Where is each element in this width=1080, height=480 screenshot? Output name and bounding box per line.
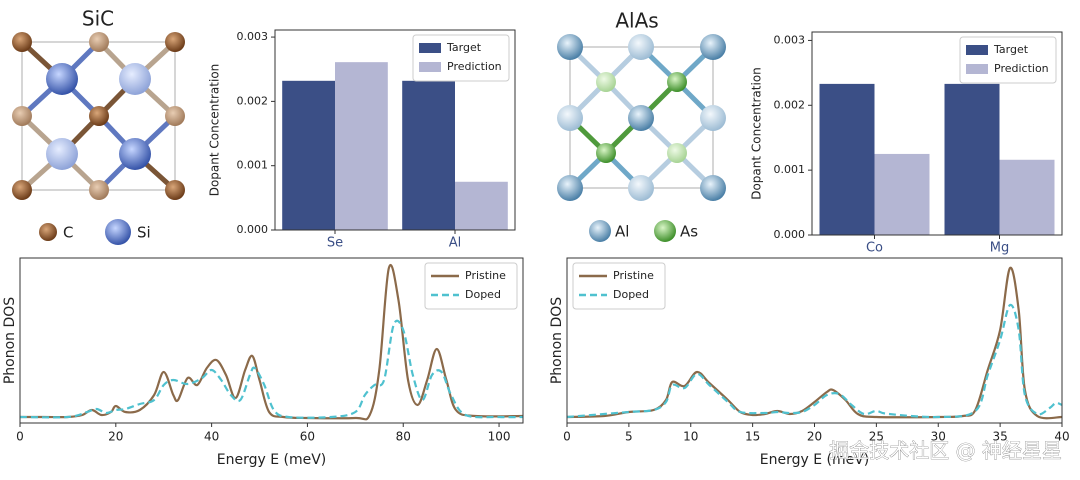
legend-label: Si <box>137 224 151 242</box>
bar <box>819 83 875 236</box>
x-tick-label: 100 <box>488 430 511 444</box>
x-tick-label: 80 <box>396 430 411 444</box>
x-tick-label: 20 <box>807 430 822 444</box>
dos-line <box>19 264 524 421</box>
x-tick-label: 40 <box>204 430 219 444</box>
legend-swatch <box>966 64 988 74</box>
structure-title: SiC <box>82 7 114 31</box>
legend-swatch <box>419 43 441 53</box>
y-tick-label: 0.001 <box>774 163 806 176</box>
bar <box>402 80 455 230</box>
legend-label: Target <box>446 41 482 54</box>
x-tick-label: 35 <box>992 430 1007 444</box>
x-tick-label: 15 <box>745 430 760 444</box>
legend-label: Pristine <box>613 269 654 282</box>
legend-label: As <box>680 223 698 241</box>
alas-structure <box>557 34 726 242</box>
y-tick-label: 0.001 <box>237 159 269 172</box>
legend-label: Prediction <box>447 60 502 73</box>
legend-box <box>424 262 518 310</box>
x-tick-label: 0 <box>563 430 571 444</box>
x-tick-label: 60 <box>300 430 315 444</box>
axes-frame <box>811 31 1063 236</box>
y-axis-label: Phonon DOS <box>549 297 565 384</box>
y-tick-label: 0.000 <box>774 228 806 241</box>
y-tick-label: 0.002 <box>774 98 806 111</box>
legend-label: Pristine <box>465 269 506 282</box>
legend-swatch <box>966 45 988 55</box>
x-tick-label: Se <box>327 236 343 251</box>
legend-label: Doped <box>465 288 501 301</box>
y-axis-label: Phonon DOS <box>2 297 18 384</box>
dos-line <box>566 266 1063 420</box>
legend-box <box>572 262 666 310</box>
structure-title: AlAs <box>615 9 658 33</box>
legend-label: Doped <box>613 288 649 301</box>
bar <box>335 62 388 230</box>
legend-swatch <box>419 62 441 72</box>
sic-structure <box>12 32 185 245</box>
x-tick-label: Mg <box>990 241 1009 256</box>
legend-label: Target <box>993 43 1029 56</box>
axes-frame <box>19 257 524 424</box>
x-tick-label: 30 <box>931 430 946 444</box>
y-axis-label: Dopant Concentration <box>208 64 222 197</box>
bar <box>944 83 1000 236</box>
legend-label: C <box>63 224 73 242</box>
bar <box>455 181 508 230</box>
x-tick-label: Al <box>449 236 462 251</box>
x-axis-label: Energy E (meV) <box>760 452 870 468</box>
x-tick-label: 5 <box>625 430 633 444</box>
x-tick-label: Co <box>866 241 883 256</box>
axes-frame <box>274 29 516 231</box>
bar <box>282 80 335 230</box>
x-tick-label: 40 <box>1054 430 1069 444</box>
axes-frame <box>566 257 1063 424</box>
y-tick-label: 0.000 <box>237 223 269 236</box>
watermark: 掘金技术社区 @ 神经星星 <box>829 439 1062 463</box>
dos-line <box>566 303 1063 419</box>
x-tick-label: 0 <box>16 430 24 444</box>
y-tick-label: 0.003 <box>237 30 269 43</box>
x-tick-label: 20 <box>108 430 123 444</box>
y-tick-label: 0.003 <box>774 33 806 46</box>
bar <box>874 153 930 235</box>
x-tick-label: 10 <box>683 430 698 444</box>
x-tick-label: 25 <box>869 430 884 444</box>
legend-label: Al <box>615 223 629 241</box>
legend-label: Prediction <box>994 62 1049 75</box>
x-axis-label: Energy E (meV) <box>217 452 327 468</box>
bar <box>999 159 1055 235</box>
dos-line <box>19 319 524 419</box>
y-axis-label: Dopant Concentration <box>750 67 764 200</box>
y-tick-label: 0.002 <box>237 94 269 107</box>
